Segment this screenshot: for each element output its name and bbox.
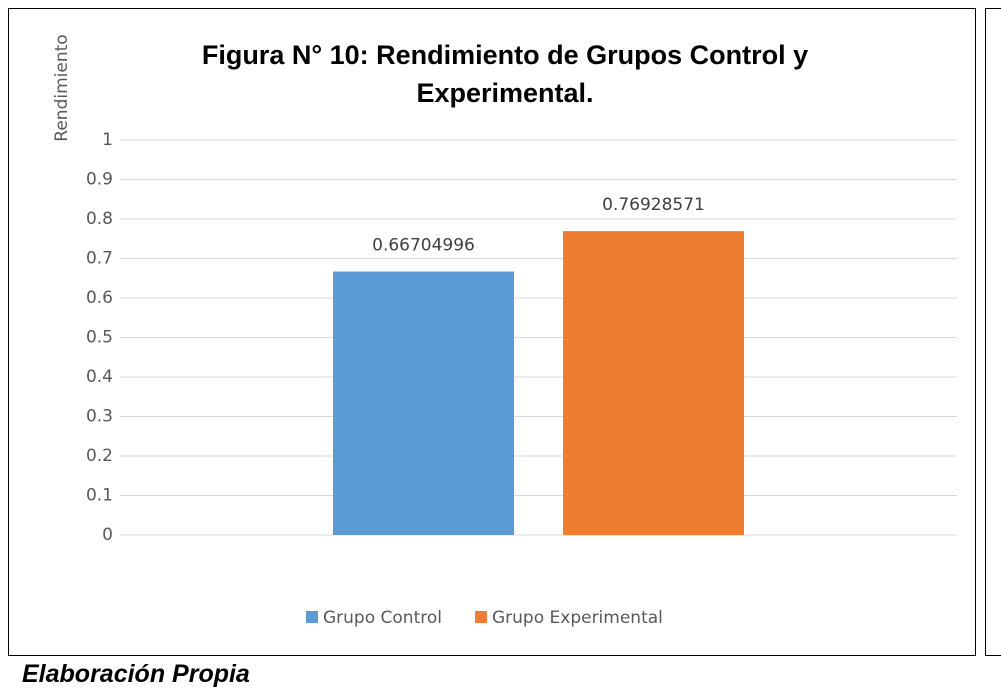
y-tick-label: 0.8: [86, 209, 113, 229]
y-tick-label: 0.2: [86, 446, 113, 466]
y-tick-label: 0.3: [86, 407, 113, 427]
y-tick-label: 0.5: [86, 328, 113, 348]
bar: [333, 271, 514, 535]
frame: [8, 8, 976, 656]
data-label: 0.66704996: [372, 236, 475, 256]
chart-title: Figura N° 10: Rendimiento de Grupos Cont…: [201, 40, 809, 108]
legend-label: Grupo Control: [323, 608, 442, 628]
legend-label: Grupo Experimental: [492, 608, 663, 628]
legend-swatch: [474, 611, 487, 623]
y-tick-label: 0.4: [86, 367, 113, 387]
y-tick-label: 0.9: [86, 170, 113, 190]
y-tick-label: 0.6: [86, 288, 113, 308]
y-tick-label: 0: [102, 525, 113, 545]
y-tick-label: 1: [102, 130, 113, 150]
y-axis-label: Rendimiento: [52, 34, 72, 141]
bar: [563, 231, 744, 535]
legend-swatch: [306, 611, 318, 623]
y-tick-label: 0.7: [86, 249, 113, 269]
y-tick-label: 0.1: [86, 486, 113, 506]
caption: Elaboración Propia: [22, 660, 250, 688]
data-label: 0.76928571: [602, 195, 705, 215]
